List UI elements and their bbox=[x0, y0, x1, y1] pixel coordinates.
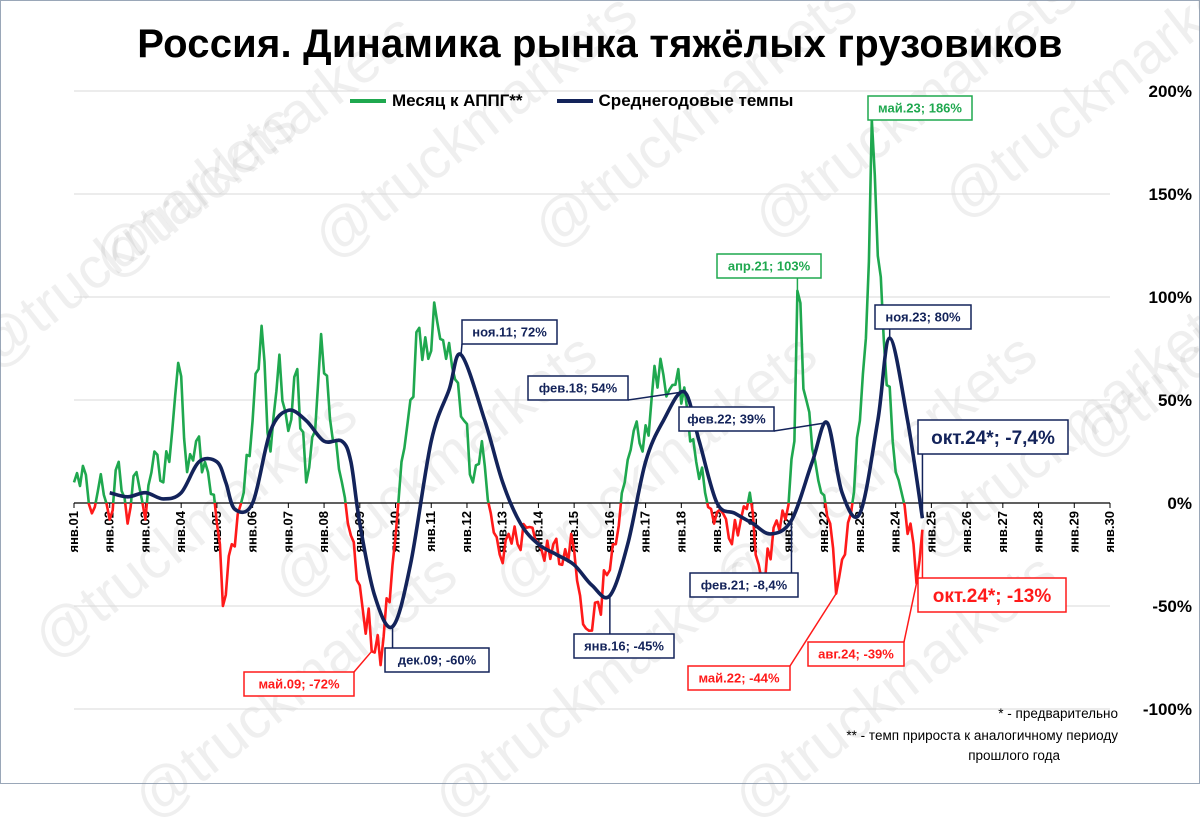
monthly-line-negative bbox=[344, 502, 400, 667]
x-tick-label: янв.13 bbox=[495, 511, 510, 553]
monthly-line-positive bbox=[72, 464, 91, 504]
x-tick-label: янв.18 bbox=[673, 511, 688, 553]
y-tick-label: 0% bbox=[1167, 494, 1192, 513]
footnote-yoy: ** - темп прироста к аналогичному период… bbox=[846, 728, 1118, 743]
x-tick-label: янв.03 bbox=[137, 511, 152, 553]
annotation-label: янв.16; -45% bbox=[584, 639, 664, 654]
annotation-label: окт.24*; -7,4% bbox=[931, 428, 1055, 449]
monthly-line-positive bbox=[619, 357, 709, 504]
annotation-box bbox=[917, 419, 1069, 455]
x-tick-label: янв.17 bbox=[638, 511, 653, 553]
legend-item-average: Среднегодовые темпы bbox=[556, 91, 794, 111]
y-tick-label: 200% bbox=[1149, 82, 1192, 101]
average-line bbox=[109, 336, 925, 630]
annotation-label: фев.22; 39% bbox=[687, 412, 766, 427]
annotation-label: фев.18; 54% bbox=[539, 381, 618, 396]
monthly-line-negative bbox=[87, 502, 97, 515]
annotation-label: май.09; -72% bbox=[258, 677, 339, 692]
annotation-leader bbox=[627, 391, 685, 401]
legend-swatch-monthly bbox=[350, 99, 386, 103]
annotation-label: окт.24*; -13% bbox=[933, 586, 1052, 607]
y-tick-label: 100% bbox=[1149, 288, 1192, 307]
y-tick-label: 50% bbox=[1158, 391, 1192, 410]
x-tick-label: янв.11 bbox=[423, 511, 438, 552]
annotation-leader bbox=[460, 343, 463, 355]
monthly-line-negative bbox=[141, 502, 149, 521]
legend-label-monthly: Месяц к АППГ** bbox=[392, 91, 523, 110]
footnote-preliminary: * - предварительно bbox=[998, 706, 1118, 721]
annotation-label: фев.21; -8,4% bbox=[701, 578, 788, 593]
legend-swatch-average bbox=[556, 99, 593, 103]
annotation-leader bbox=[789, 593, 837, 667]
monthly-line-negative bbox=[706, 502, 750, 546]
monthly-line-negative bbox=[750, 502, 790, 587]
annotation-label: ноя.11; 72% bbox=[472, 325, 547, 340]
annotation-box bbox=[461, 319, 558, 345]
annotation-label: апр.21; 103% bbox=[728, 259, 811, 274]
annotation-leader bbox=[903, 583, 918, 643]
monthly-line-positive bbox=[239, 324, 347, 504]
legend: Месяц к АППГ** Среднегодовые темпы bbox=[350, 90, 827, 112]
monthly-line-positive bbox=[851, 118, 906, 504]
y-tick-label: -100% bbox=[1143, 700, 1192, 719]
monthly-line-positive bbox=[111, 460, 127, 504]
annotation-leader bbox=[773, 421, 828, 432]
x-tick-label: янв.28 bbox=[1031, 511, 1046, 553]
legend-label-average: Среднегодовые темпы bbox=[598, 91, 794, 110]
x-tick-label: янв.12 bbox=[459, 511, 474, 553]
monthly-line-negative bbox=[487, 502, 623, 632]
footnote-yoy-cont: прошлого года bbox=[968, 748, 1060, 763]
x-tick-label: янв.06 bbox=[245, 511, 260, 553]
legend-item-monthly: Месяц к АППГ** bbox=[350, 91, 523, 111]
annotation-box bbox=[716, 253, 822, 279]
monthly-line-negative bbox=[902, 502, 924, 585]
annotation-box bbox=[527, 375, 629, 401]
annotation-leader bbox=[353, 650, 373, 673]
x-tick-label: янв.27 bbox=[995, 511, 1010, 553]
annotation-box bbox=[807, 641, 905, 667]
monthly-line-positive bbox=[397, 301, 490, 504]
y-tick-label: -50% bbox=[1152, 597, 1192, 616]
x-tick-label: янв.08 bbox=[316, 511, 331, 553]
annotation-box bbox=[384, 647, 490, 673]
x-tick-label: янв.26 bbox=[959, 511, 974, 553]
monthly-line-positive bbox=[746, 491, 753, 504]
monthly-line-positive bbox=[787, 289, 827, 504]
monthly-line-negative bbox=[824, 502, 854, 595]
annotation-box bbox=[874, 304, 972, 330]
monthly-line-negative bbox=[123, 502, 133, 525]
x-tick-label: янв.30 bbox=[1102, 511, 1117, 553]
x-tick-label: янв.24 bbox=[888, 510, 903, 552]
y-tick-label: 150% bbox=[1149, 185, 1192, 204]
x-tick-label: янв.25 bbox=[923, 511, 938, 553]
annotation-box bbox=[917, 577, 1067, 613]
monthly-line-positive bbox=[129, 470, 144, 504]
x-tick-label: янв.23 bbox=[852, 511, 867, 553]
monthly-line-negative bbox=[105, 502, 115, 521]
monthly-line-positive bbox=[94, 472, 108, 504]
x-tick-label: янв.02 bbox=[102, 511, 117, 553]
annotation-box bbox=[573, 633, 675, 659]
x-tick-label: янв.22 bbox=[816, 511, 831, 553]
annotation-box bbox=[689, 572, 799, 598]
monthly-line-positive bbox=[145, 361, 217, 504]
annotation-label: дек.09; -60% bbox=[398, 653, 477, 668]
x-tick-label: янв.07 bbox=[280, 511, 295, 553]
x-tick-label: янв.04 bbox=[173, 510, 188, 552]
chart-svg: -100% -50% 0% 50% 100% 150% 200% янв.01 янв.02 ян… bbox=[66, 82, 1192, 719]
annotation-label: май.23; 186% bbox=[878, 101, 962, 116]
annotation-label: май.22; -44% bbox=[698, 671, 779, 686]
annotation-label: ноя.23; 80% bbox=[885, 310, 961, 325]
x-tick-label: янв.01 bbox=[66, 511, 81, 553]
annotation-box bbox=[687, 665, 791, 691]
annotation-label: авг.24; -39% bbox=[818, 647, 894, 662]
annotation-box bbox=[243, 671, 355, 697]
chart-title: Россия. Динамика рынка тяжёлых грузовико… bbox=[137, 22, 1063, 66]
x-tick-label: янв.16 bbox=[602, 511, 617, 553]
annotation-box bbox=[678, 406, 775, 432]
annotation-box bbox=[867, 95, 973, 121]
x-tick-label: янв.29 bbox=[1066, 511, 1081, 553]
